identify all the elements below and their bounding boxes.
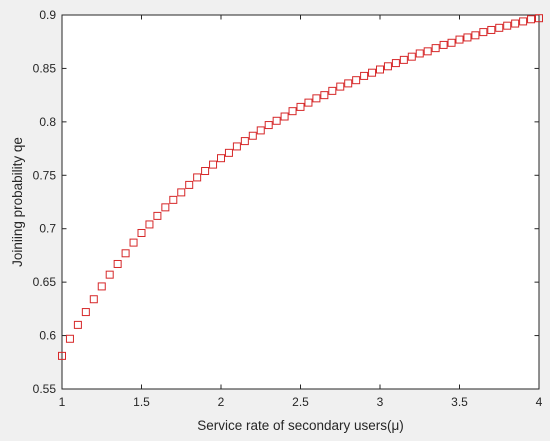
data-point-marker (240, 137, 249, 146)
data-point-marker (503, 21, 512, 30)
data-point-marker (535, 14, 543, 23)
data-point-marker (153, 211, 162, 220)
data-point-marker (169, 195, 178, 204)
data-point-marker (431, 44, 440, 53)
data-point-marker (288, 107, 297, 116)
data-point-marker (511, 19, 520, 28)
data-point-marker (81, 308, 90, 317)
y-axis-label: Joiniing probability qe (10, 137, 25, 267)
data-point-marker (185, 180, 194, 189)
y-tick-label: 0.9 (39, 8, 56, 22)
data-point-marker (209, 160, 218, 169)
data-point-marker (376, 65, 384, 74)
data-point-marker (145, 220, 154, 229)
x-tick-label: 3 (377, 395, 384, 409)
x-axis-label: Service rate of secondary users(μ) (197, 418, 404, 433)
data-point-marker (439, 40, 448, 49)
data-point-marker (73, 320, 82, 329)
y-tick-label: 0.7 (39, 222, 56, 236)
data-point-marker (256, 126, 265, 135)
data-point-marker (177, 188, 186, 197)
data-point-marker (487, 25, 496, 34)
x-tick-label: 1 (59, 395, 66, 409)
x-tick-label: 2 (218, 395, 225, 409)
data-point-marker (248, 131, 257, 140)
data-point-marker (272, 116, 281, 125)
data-point-marker (519, 17, 528, 26)
data-point-marker (97, 282, 106, 291)
y-tick-label: 0.65 (33, 275, 57, 289)
data-point-marker (217, 154, 225, 163)
data-point-marker (121, 249, 130, 258)
x-tick-label: 4 (536, 395, 543, 409)
y-tick-label: 0.8 (39, 115, 56, 129)
data-point-marker (113, 259, 122, 268)
y-tick-label: 0.55 (33, 382, 57, 396)
data-point-marker (328, 86, 337, 95)
data-point-marker (399, 55, 408, 64)
x-tick-label: 3.5 (451, 395, 468, 409)
data-point-marker (455, 35, 464, 44)
data-point-marker (415, 49, 424, 58)
data-point-marker (193, 173, 202, 182)
data-point-marker (304, 98, 313, 107)
data-point-marker (201, 167, 210, 176)
data-point-marker (320, 91, 329, 100)
data-point-marker (58, 351, 66, 360)
data-point-marker (479, 28, 488, 37)
data-point-marker (383, 62, 392, 71)
data-point-marker (312, 94, 321, 103)
data-point-marker (391, 59, 400, 68)
plot-area (61, 14, 540, 390)
data-point-marker (264, 121, 273, 130)
data-point-marker (360, 71, 369, 80)
data-point-marker (352, 76, 361, 85)
data-point-marker (471, 31, 480, 40)
data-point-marker (463, 33, 472, 42)
data-point-marker (105, 270, 114, 279)
data-point-marker (137, 228, 146, 237)
data-point-marker (407, 52, 416, 61)
data-point-marker (296, 102, 305, 111)
data-point-marker (161, 203, 170, 212)
x-tick-label: 2.5 (292, 395, 309, 409)
ticks: 1 1.5 2 2.5 3 3.5 4 0.55 0.6 0.65 0.7 0.75 0.8 0.85 0.… (33, 8, 543, 409)
y-tick-label: 0.6 (39, 329, 56, 343)
y-tick-label: 0.85 (33, 61, 57, 75)
data-point-marker (495, 23, 504, 32)
data-point-marker (368, 68, 377, 77)
data-point-marker (224, 148, 233, 157)
data-point-marker (447, 38, 456, 47)
data-point-marker (280, 112, 289, 121)
data-point-marker (232, 142, 241, 151)
data-point-marker (344, 79, 353, 88)
markers (58, 14, 543, 360)
data-point-marker (89, 295, 98, 304)
data-point-marker (65, 334, 74, 343)
data-point-marker (129, 238, 138, 247)
data-point-marker (423, 47, 432, 56)
y-tick-label: 0.75 (33, 168, 57, 182)
x-tick-label: 1.5 (133, 395, 150, 409)
data-point-marker (336, 82, 345, 91)
data-point-marker (527, 15, 536, 24)
